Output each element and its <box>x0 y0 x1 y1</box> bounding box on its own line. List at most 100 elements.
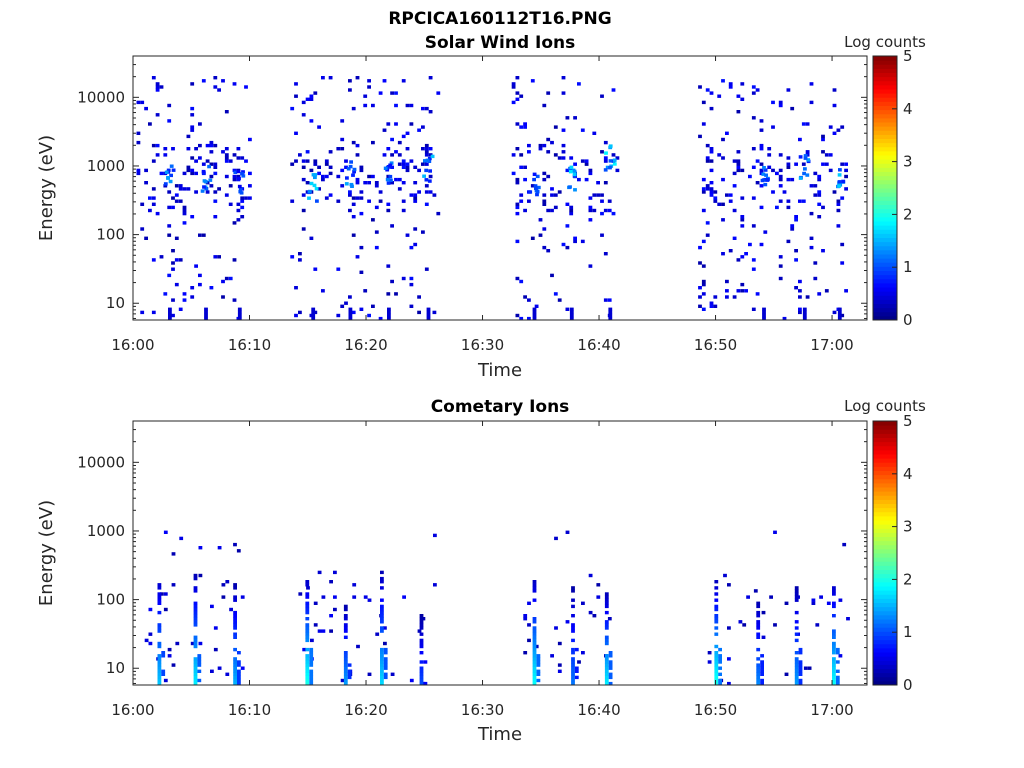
data-cell <box>607 617 612 621</box>
data-cell <box>157 666 162 670</box>
data-cell <box>536 669 541 673</box>
data-cell <box>714 681 719 686</box>
data-cell <box>546 150 551 154</box>
data-cell <box>343 654 348 658</box>
data-cell <box>721 156 725 160</box>
solar-wind-panel: Solar Wind Ions 16:00 16:10 16:20 16:30 16:4… <box>36 33 926 381</box>
data-cell <box>580 159 585 163</box>
data-cell <box>343 666 348 670</box>
data-cell <box>240 156 245 160</box>
data-cell <box>794 258 798 262</box>
data-cell <box>413 181 418 185</box>
data-cell <box>532 629 537 633</box>
data-cell <box>532 638 537 643</box>
data-cell <box>351 310 356 315</box>
data-cell <box>596 583 601 587</box>
data-cell <box>309 678 314 683</box>
data-cell <box>397 153 402 157</box>
data-cell <box>298 310 302 315</box>
data-cell <box>759 162 764 166</box>
data-cell <box>705 88 710 92</box>
data-cell <box>178 184 183 188</box>
data-cell <box>569 310 574 315</box>
data-cell <box>148 196 152 200</box>
data-cell <box>714 614 719 618</box>
colorbar-tick-label: 4 <box>903 465 913 483</box>
data-cell <box>714 632 719 636</box>
data-cell <box>538 233 543 237</box>
data-cell <box>748 242 752 247</box>
data-cell <box>565 116 570 120</box>
data-cell <box>193 589 198 593</box>
data-cell <box>709 190 714 194</box>
data-cell <box>569 208 574 213</box>
data-cell <box>240 215 245 219</box>
data-cell <box>523 651 528 655</box>
data-cell <box>571 623 575 627</box>
data-cell <box>409 122 414 126</box>
data-cell <box>728 82 733 86</box>
data-cell <box>203 180 208 184</box>
data-cell <box>213 190 218 194</box>
data-cell <box>409 282 414 287</box>
data-cell <box>536 657 541 661</box>
data-cell <box>305 678 310 683</box>
data-cell <box>588 168 593 173</box>
data-cell <box>718 660 722 664</box>
data-cell <box>794 218 798 222</box>
data-cell <box>157 657 162 661</box>
x-tick-label: 16:10 <box>228 336 271 354</box>
data-cell <box>756 626 761 630</box>
data-cell <box>136 171 141 176</box>
data-cell <box>213 255 218 259</box>
data-cell <box>394 292 398 296</box>
colorbar-tick-label: 5 <box>903 412 913 430</box>
data-cell <box>155 211 160 216</box>
data-cell <box>756 678 761 683</box>
data-cell <box>588 196 593 200</box>
data-cell <box>536 663 541 667</box>
data-cell <box>756 657 761 661</box>
y-tick-label: 100 <box>96 591 125 609</box>
data-cell <box>778 276 783 281</box>
data-cell <box>725 193 729 197</box>
data-cell <box>136 100 141 105</box>
data-cell <box>333 607 337 612</box>
data-cell <box>305 150 310 154</box>
data-cell <box>313 175 317 180</box>
data-cell <box>756 663 761 667</box>
data-cell <box>701 307 706 311</box>
data-cell <box>532 172 537 176</box>
data-cell <box>615 156 620 160</box>
data-cell <box>573 162 577 166</box>
data-cell <box>386 202 391 206</box>
data-cell <box>232 221 237 225</box>
data-cell <box>433 583 437 587</box>
data-cell <box>612 158 617 162</box>
data-cell <box>419 669 424 673</box>
data-cell <box>803 156 808 160</box>
data-cell <box>821 134 825 139</box>
data-cell <box>305 647 310 652</box>
data-cell <box>732 184 737 188</box>
data-cell <box>305 607 310 612</box>
data-cell <box>592 614 597 618</box>
data-cell <box>174 193 179 197</box>
data-cell <box>588 208 593 213</box>
data-cell <box>832 103 837 108</box>
data-cell <box>603 168 608 172</box>
data-cell <box>347 669 352 673</box>
data-cell <box>193 678 198 683</box>
data-cell <box>371 140 375 145</box>
data-cell <box>343 669 348 673</box>
colorbar-tick-label: 0 <box>903 676 913 694</box>
data-cell <box>756 604 761 609</box>
data-cell <box>805 173 810 177</box>
data-cell <box>171 196 175 200</box>
data-cell <box>394 150 398 154</box>
data-cell <box>542 245 547 250</box>
data-cell <box>236 549 241 553</box>
data-cell <box>608 651 613 655</box>
data-cell <box>840 242 845 247</box>
data-cell <box>155 143 160 148</box>
